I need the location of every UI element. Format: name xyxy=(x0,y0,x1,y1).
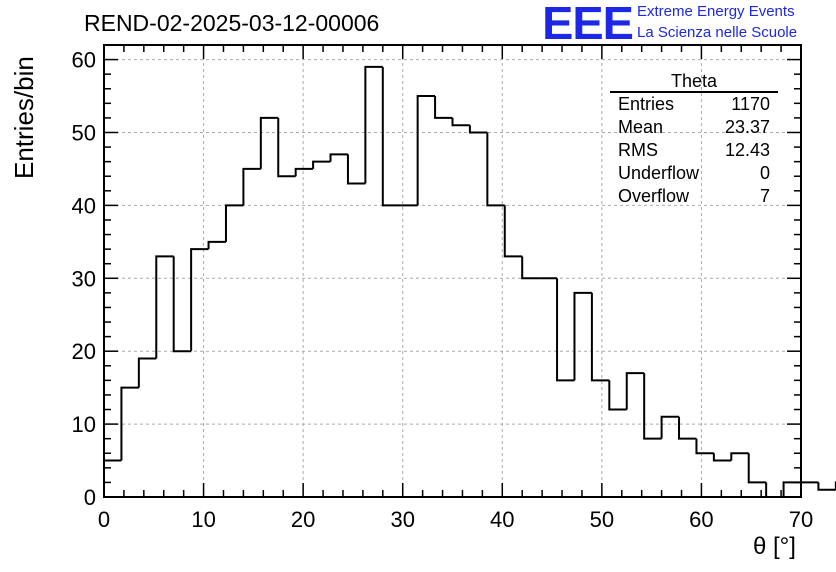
histogram-bin xyxy=(747,453,767,484)
stat-value: 12.43 xyxy=(724,140,770,160)
stat-label: Mean xyxy=(618,117,664,137)
y-tick-label: 60 xyxy=(72,48,96,73)
grid-lines xyxy=(104,45,801,497)
plot-border xyxy=(103,44,802,498)
histogram-bin xyxy=(346,154,366,185)
histogram-bin xyxy=(782,481,801,497)
histogram-bin xyxy=(695,438,714,455)
x-tick-label: 40 xyxy=(490,507,514,532)
stats-box: Theta Entries 1170 Mean 23.37 RMS 12.43 … xyxy=(610,71,778,208)
histogram-bin xyxy=(155,255,174,359)
histogram-bin xyxy=(817,482,836,491)
x-tick-label: 50 xyxy=(590,507,614,532)
histogram-bin xyxy=(137,357,157,388)
histogram-bin xyxy=(207,240,226,250)
histogram-bin xyxy=(434,96,453,119)
y-tick-label: 0 xyxy=(84,485,96,510)
x-axis-label: θ [°] xyxy=(753,533,796,560)
y-tick-label: 20 xyxy=(72,339,96,364)
histogram-bin xyxy=(660,415,680,439)
y-tick-label: 40 xyxy=(72,193,96,218)
histogram-bin xyxy=(590,292,610,382)
y-axis-label: Entries/bin xyxy=(9,56,39,179)
histogram-bin xyxy=(678,416,697,440)
histogram-bin xyxy=(712,453,732,462)
plot-frame xyxy=(103,44,802,498)
histogram-bin xyxy=(364,65,383,184)
histogram-bin xyxy=(468,125,488,134)
stat-label: Entries xyxy=(618,94,675,114)
histogram-bin xyxy=(294,167,314,177)
org-name-line1: Extreme Energy Events xyxy=(637,3,795,20)
axis-ticks xyxy=(103,44,802,498)
histogram-bin xyxy=(625,372,645,410)
stat-value: 1170 xyxy=(731,94,770,114)
histogram-bin xyxy=(172,256,192,353)
stat-value: 7 xyxy=(759,186,770,206)
x-tick-label: 30 xyxy=(390,507,414,532)
histogram-bin xyxy=(573,291,592,381)
histogram-bin xyxy=(503,205,523,258)
y-tick-label: 10 xyxy=(72,412,96,437)
stat-row-overflow: Overflow 7 xyxy=(610,185,778,208)
chart-title: REND-02-2025-03-12-00006 xyxy=(84,10,380,36)
stat-value: 0 xyxy=(759,163,770,183)
stat-value: 23.37 xyxy=(724,117,770,137)
eee-logo: EEE xyxy=(542,0,634,49)
histogram-bin xyxy=(224,204,244,242)
histogram-bin xyxy=(556,278,575,382)
stats-title: Theta xyxy=(610,71,778,93)
stat-label: RMS xyxy=(618,140,658,160)
stat-label: Underflow xyxy=(618,163,700,183)
stat-row-underflow: Underflow 0 xyxy=(610,162,778,185)
histogram-bin xyxy=(120,386,139,461)
histogram-bin xyxy=(730,452,749,461)
x-tick-label: 70 xyxy=(789,507,813,532)
stat-label: Overflow xyxy=(618,186,690,206)
histogram-bin xyxy=(608,380,627,411)
histogram-bin xyxy=(277,117,296,178)
stat-row-mean: Mean 23.37 xyxy=(610,116,778,139)
histogram-bin xyxy=(190,248,209,352)
histogram-bin xyxy=(486,132,505,207)
stat-row-entries: Entries 1170 xyxy=(610,93,778,116)
histogram-bin xyxy=(451,117,470,127)
x-tick-label: 0 xyxy=(98,507,110,532)
histogram-bin xyxy=(242,167,261,206)
x-tick-label: 20 xyxy=(291,507,315,532)
histogram-bin xyxy=(381,66,401,207)
histogram-bin xyxy=(329,153,348,162)
histogram-bin xyxy=(521,256,540,280)
stat-row-rms: RMS 12.43 xyxy=(610,139,778,162)
histogram-bin xyxy=(643,373,662,440)
org-name-line2: La Scienza nelle Scuole xyxy=(637,24,798,41)
histogram-bin xyxy=(259,116,279,169)
x-tick-label: 60 xyxy=(689,507,713,532)
x-tick-label: 10 xyxy=(191,507,215,532)
histogram-bin xyxy=(312,160,331,169)
histogram-bars xyxy=(103,65,836,498)
y-tick-label: 30 xyxy=(72,266,96,291)
y-tick-label: 50 xyxy=(72,120,96,145)
histogram-bin xyxy=(103,459,122,497)
histogram-bin xyxy=(416,95,436,206)
